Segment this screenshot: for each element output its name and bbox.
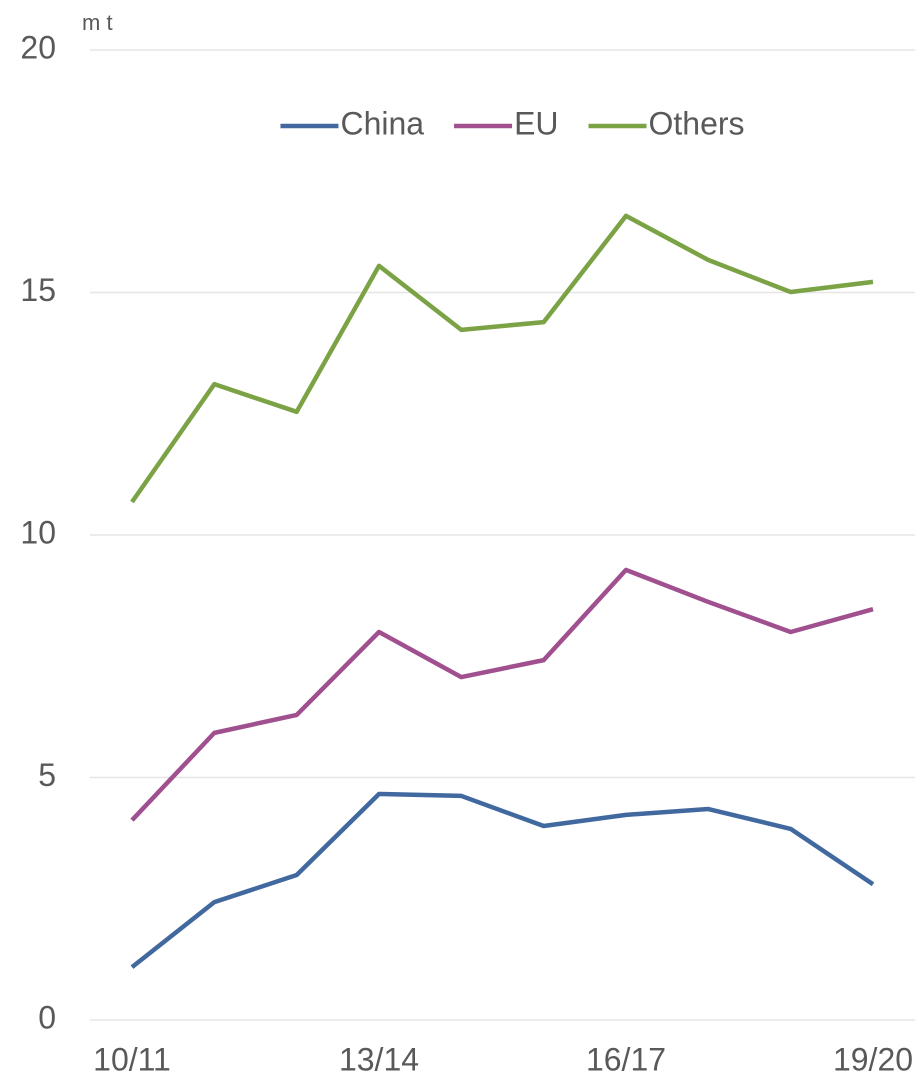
- y-tick-label: 5: [38, 757, 56, 793]
- line-series: [130, 567, 874, 822]
- x-tick-label: 13/14: [339, 1041, 419, 1077]
- y-tick-label: 20: [20, 29, 56, 65]
- legend-label: China: [340, 105, 424, 141]
- y-axis-label: m t: [82, 10, 113, 35]
- legend-label: EU: [514, 105, 558, 141]
- legend-label: Others: [649, 105, 745, 141]
- x-tick-label: 16/17: [586, 1041, 666, 1077]
- x-tick-label: 10/11: [93, 1041, 171, 1077]
- line-series: [130, 791, 875, 969]
- y-tick-label: 0: [38, 999, 56, 1035]
- x-tick-label: 19/20: [833, 1041, 913, 1077]
- y-tick-label: 10: [20, 514, 56, 550]
- line-series: [130, 213, 874, 504]
- y-tick-label: 15: [20, 272, 56, 308]
